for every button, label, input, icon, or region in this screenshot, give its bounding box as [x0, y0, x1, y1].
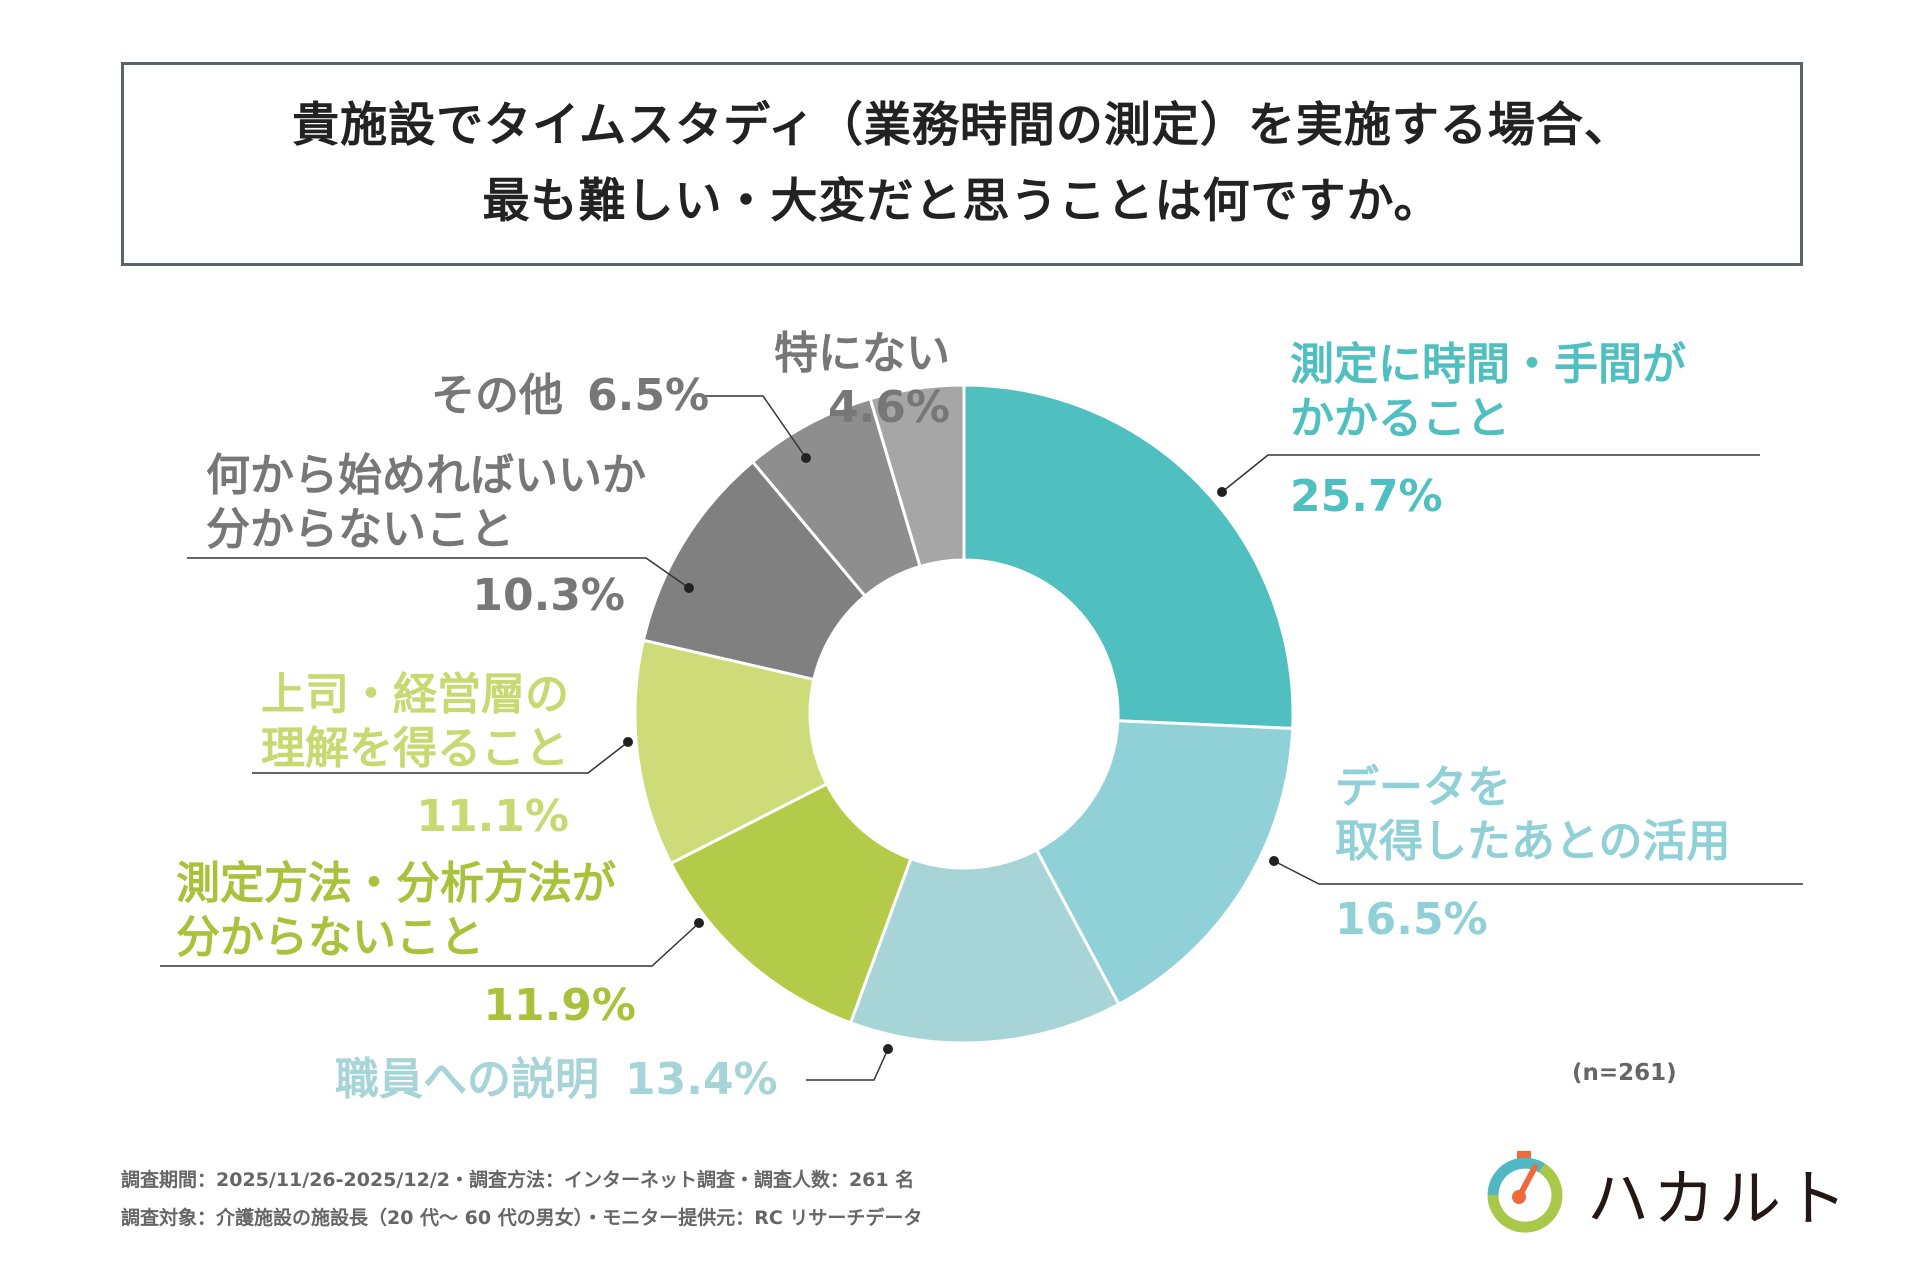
donut-slice-4: [633, 638, 829, 866]
leader-line-2: [806, 1048, 889, 1081]
label-slice-1: データを 取得したあとの活用 16.5%: [1335, 762, 1731, 945]
leader-line-4: [252, 741, 629, 774]
donut-slice-7: [868, 383, 966, 569]
donut-slice-2: [848, 847, 1121, 1045]
label-slice-3: 測定方法・分析方法が 分からないこと 11.9%: [176, 858, 636, 1031]
donut-slice-5: [641, 459, 868, 682]
leader-line-1: [1273, 860, 1803, 885]
label-slice-6: その他 6.5%: [431, 370, 710, 421]
donut-slice-0: [962, 383, 1295, 731]
leader-line-5: [187, 557, 690, 589]
label-slice-0: 測定に時間・手間が かかること 25.7%: [1290, 339, 1686, 522]
hakaruto-logo: ハカルト: [1483, 1148, 1851, 1238]
label-slice-5: 何から始めればいいか 分からないこと 10.3%: [206, 450, 646, 621]
donut-slice-1: [1034, 719, 1295, 1007]
leader-dot-2: [883, 1044, 893, 1054]
title-line-2: 最も難しい・大変だと思うことは何ですか。: [482, 174, 1442, 229]
leader-dot-1: [1269, 856, 1279, 866]
footer-survey-info: 調査期間：2025/11/26-2025/12/2・調査方法：インターネット調査…: [121, 1169, 915, 1191]
title-line-1: 貴施設でタイムスタディ（業務時間の測定）を実施する場合、: [292, 98, 1632, 153]
leader-dot-3: [694, 918, 704, 928]
label-slice-4: 上司・経営層の 理解を得ること 11.1%: [261, 669, 569, 842]
leader-line-3: [160, 922, 700, 967]
chart-title: 貴施設でタイムスタディ（業務時間の測定）を実施する場合、 最も難しい・大変だと思…: [121, 62, 1803, 266]
leader-dot-6: [801, 453, 811, 463]
footer-survey-target: 調査対象：介護施設の施設長（20 代～ 60 代の男女）・モニター提供元：RC …: [121, 1207, 923, 1229]
leader-line-6: [695, 395, 807, 459]
leader-dot-4: [623, 737, 633, 747]
stopwatch-icon: [1487, 1151, 1563, 1233]
label-slice-7: 特にない 4.6%: [774, 328, 950, 433]
logo-text: ハカルト: [1587, 1162, 1852, 1235]
donut-slice-3: [668, 781, 913, 1025]
label-slice-2: 職員への説明 13.4%: [335, 1054, 778, 1105]
leader-dot-0: [1217, 487, 1227, 497]
sample-size: (n=261): [1572, 1060, 1677, 1086]
leader-line-0: [1221, 454, 1760, 493]
leader-dot-5: [684, 583, 694, 593]
